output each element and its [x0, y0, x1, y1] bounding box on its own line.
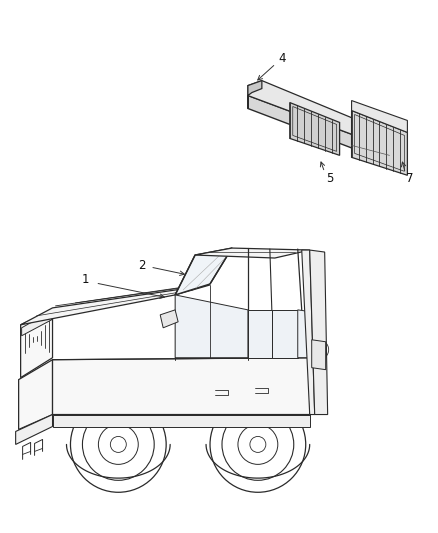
Polygon shape	[160, 310, 178, 328]
Polygon shape	[21, 285, 210, 325]
Polygon shape	[248, 80, 395, 148]
Polygon shape	[53, 358, 310, 415]
Polygon shape	[195, 248, 310, 258]
Polygon shape	[175, 295, 248, 358]
Polygon shape	[21, 310, 53, 378]
Polygon shape	[290, 102, 339, 155]
Polygon shape	[310, 250, 328, 415]
Polygon shape	[302, 250, 314, 415]
Polygon shape	[248, 95, 389, 163]
Polygon shape	[19, 360, 53, 430]
Text: 5: 5	[326, 172, 333, 185]
Polygon shape	[312, 340, 326, 370]
Polygon shape	[175, 248, 232, 295]
Polygon shape	[16, 415, 53, 445]
Polygon shape	[248, 310, 272, 358]
Polygon shape	[352, 110, 407, 175]
Polygon shape	[352, 101, 407, 132]
Text: 1: 1	[81, 273, 89, 286]
Polygon shape	[298, 310, 312, 358]
Text: 2: 2	[138, 259, 146, 271]
Polygon shape	[272, 310, 298, 358]
Text: 4: 4	[278, 52, 286, 65]
Polygon shape	[248, 80, 262, 109]
Text: 7: 7	[406, 172, 413, 185]
Polygon shape	[53, 415, 310, 427]
Polygon shape	[21, 311, 52, 336]
